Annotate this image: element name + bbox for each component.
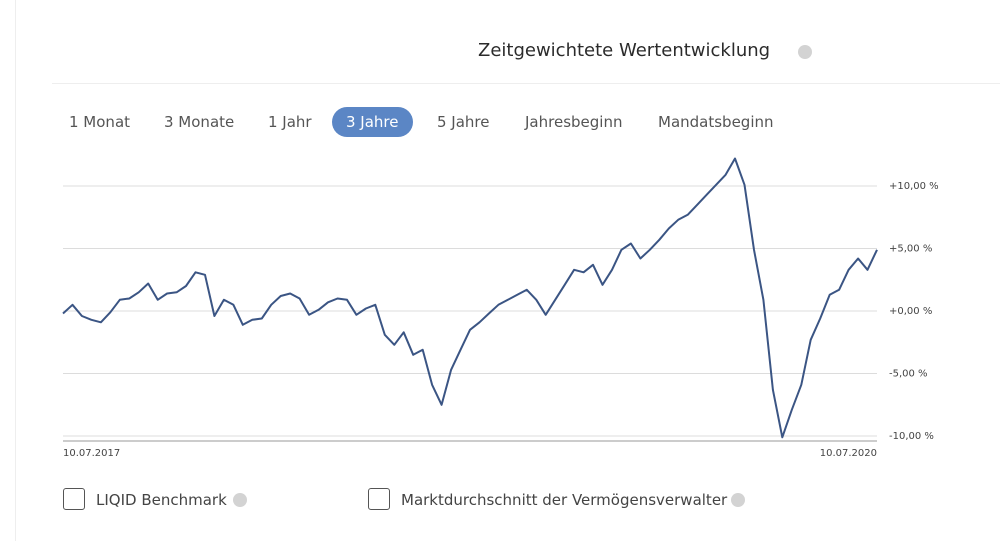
checkbox[interactable] [368,488,390,510]
checkbox-label[interactable]: Marktdurchschnitt der Vermögensverwalter [401,491,728,509]
time-range-tab[interactable]: 1 Jahr [268,113,312,131]
time-range-tab[interactable]: 3 Monate [164,113,235,131]
page-title: Zeitgewichtete Wertentwicklung [478,40,771,61]
left-border [15,0,16,541]
checkbox-label[interactable]: LIQID Benchmark [96,491,227,509]
y-tick-label: -5,00 % [889,369,928,380]
help-icon[interactable] [731,493,745,507]
time-range-tab[interactable]: Mandatsbeginn [658,113,774,131]
time-range-tab[interactable]: 1 Monat [69,113,131,131]
y-tick-label: +0,00 % [889,306,932,317]
y-tick-label: -10,00 % [889,431,934,442]
time-range-tab[interactable]: 5 Jahre [437,113,490,131]
x-tick-label: 10.07.2020 [820,448,877,459]
help-icon[interactable] [798,45,812,59]
help-icon[interactable] [233,493,247,507]
x-tick-label: 10.07.2017 [63,448,120,459]
separator [52,83,1000,84]
y-tick-label: +5,00 % [889,244,932,255]
y-tick-label: +10,00 % [889,181,939,192]
time-range-tab[interactable]: 3 Jahre [332,107,413,137]
performance-line [62,157,878,439]
checkbox[interactable] [63,488,85,510]
time-range-tab[interactable]: Jahresbeginn [525,113,623,131]
